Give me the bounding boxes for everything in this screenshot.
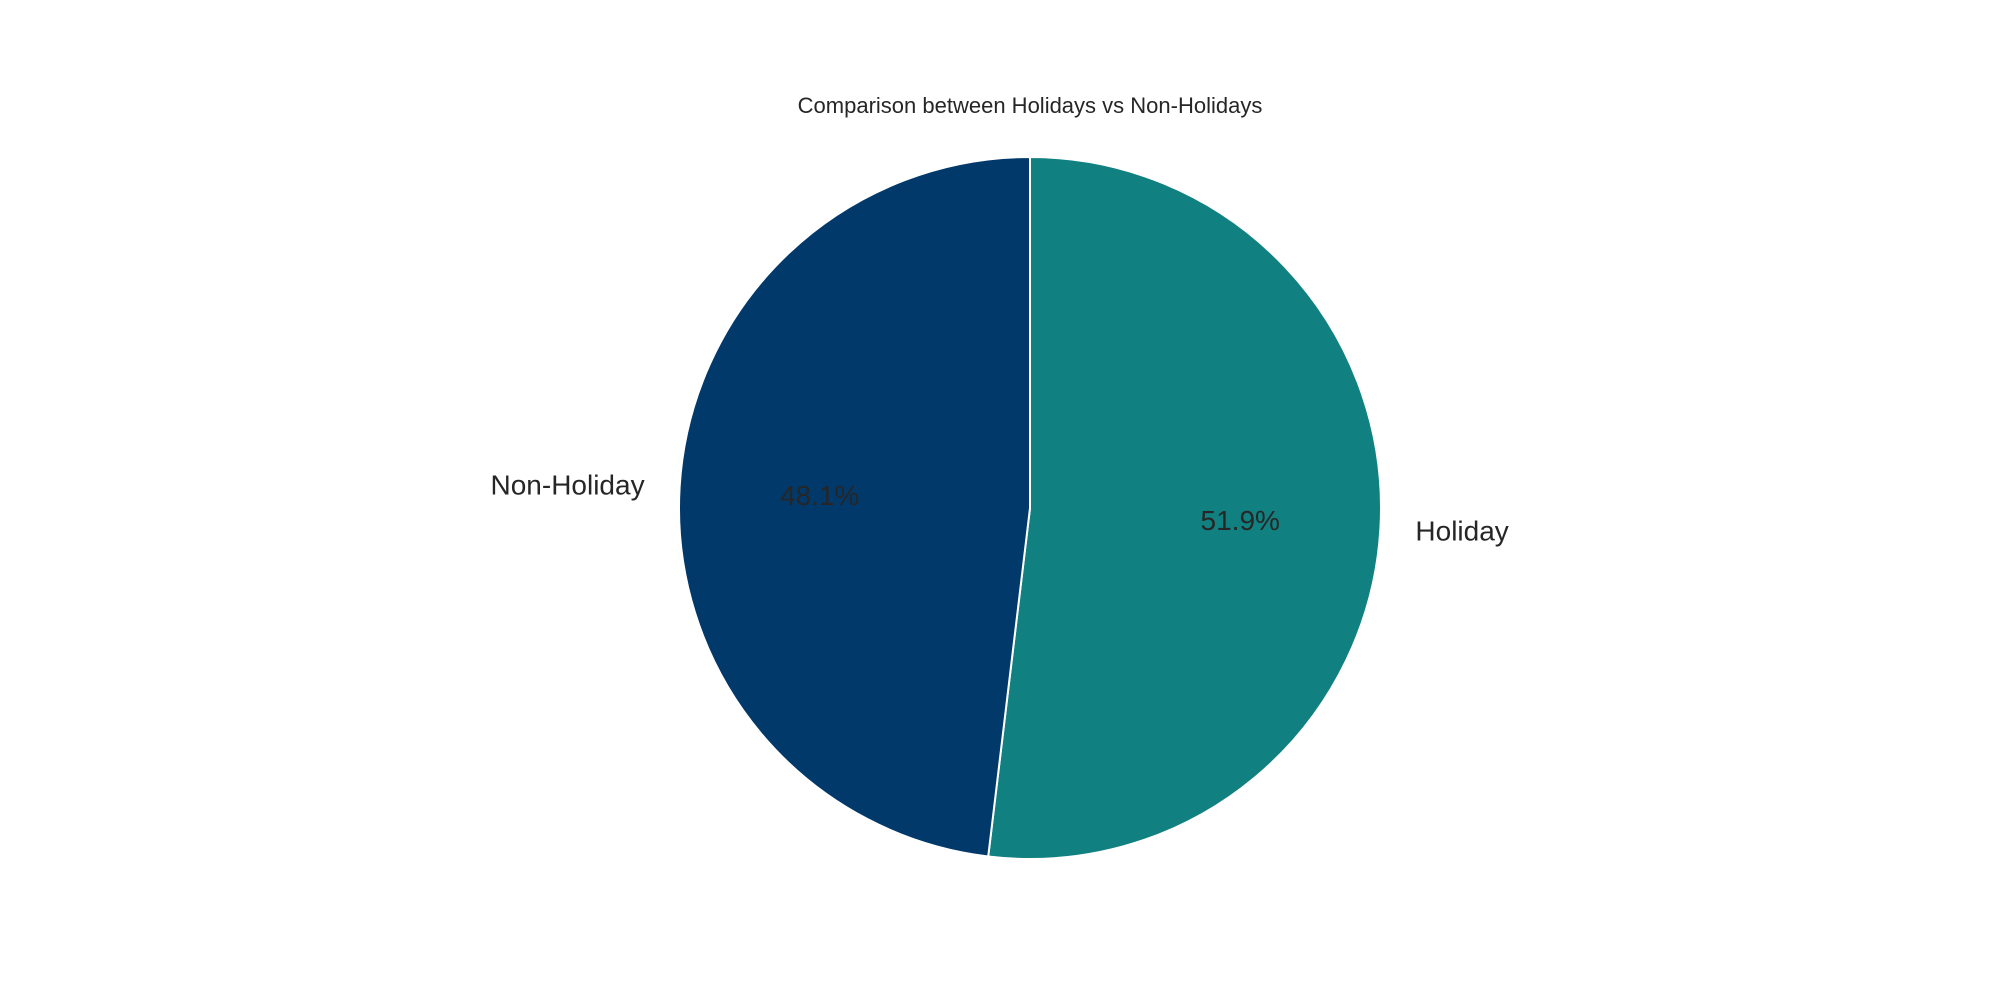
pie-slices [678, 156, 1382, 860]
pie-labels: 51.9% Holiday 48.1% Non-Holiday [491, 469, 1509, 546]
pie-slice-holiday [987, 156, 1382, 860]
pie-category-label: Non-Holiday [491, 469, 645, 500]
pie-slice-non-holiday [678, 156, 1031, 858]
pie-category-label: Holiday [1415, 516, 1508, 547]
chart-title: Comparison between Holidays vs Non-Holid… [798, 93, 1263, 118]
pie-pct-label: 48.1% [780, 480, 859, 511]
pie-pct-label: 51.9% [1201, 505, 1280, 536]
